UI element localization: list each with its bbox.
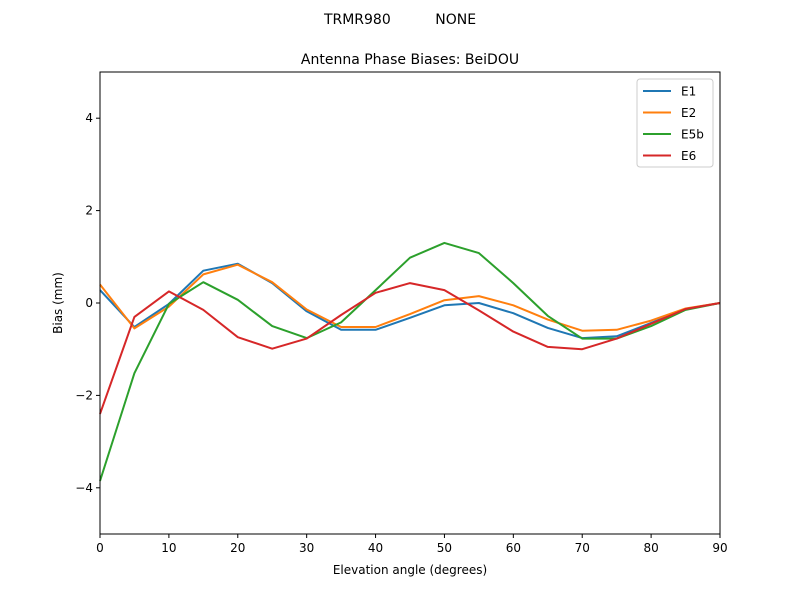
series-line-e6	[99, 282, 721, 415]
x-tick-label: 30	[299, 541, 314, 555]
x-tick-label: 20	[230, 541, 245, 555]
y-tick-label: 2	[85, 204, 93, 218]
legend-label: E5b	[681, 128, 704, 142]
legend: E1 E2 E5b E6	[636, 78, 714, 168]
legend-label: E6	[681, 149, 696, 163]
y-axis-label: Bias (mm)	[51, 272, 65, 334]
x-tick-label: 40	[368, 541, 383, 555]
series-line-e5b	[99, 241, 721, 482]
x-tick-label: 10	[161, 541, 176, 555]
ticks-layer: 0 10 20 30 40 50 60 70 80 90 −4 −2 0 2 4	[75, 111, 727, 555]
x-tick-label: 0	[96, 541, 104, 555]
y-tick-label: 4	[85, 111, 93, 125]
x-tick-label: 80	[643, 541, 658, 555]
x-axis-label: Elevation angle (degrees)	[333, 563, 487, 577]
chart-title: Antenna Phase Biases: BeiDOU	[301, 52, 519, 68]
x-tick-label: 50	[437, 541, 452, 555]
plot-frame	[99, 71, 721, 535]
y-tick-label: 0	[85, 296, 93, 310]
suptitle: TRMR980 NONE	[323, 12, 476, 28]
legend-label: E1	[681, 85, 696, 99]
legend-box	[636, 78, 714, 168]
x-tick-label: 70	[575, 541, 590, 555]
x-tick-label: 60	[506, 541, 521, 555]
x-tick-label: 90	[712, 541, 727, 555]
series-line-e1	[99, 262, 721, 340]
legend-label: E2	[681, 106, 696, 120]
series-layer	[99, 241, 721, 482]
y-tick-label: −4	[75, 481, 93, 495]
series-line-e2	[99, 263, 721, 332]
y-tick-label: −2	[75, 388, 93, 402]
